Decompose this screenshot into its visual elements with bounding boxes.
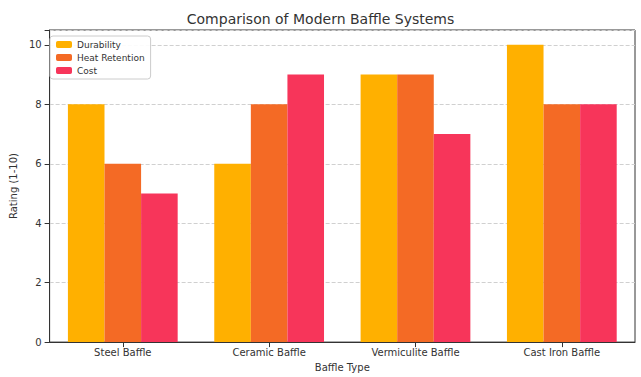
svg-text:Rating (1-10): Rating (1-10) bbox=[8, 153, 19, 219]
svg-text:Comparison of Modern Baffle Sy: Comparison of Modern Baffle Systems bbox=[187, 11, 454, 27]
svg-text:Vermiculite Baffle: Vermiculite Baffle bbox=[371, 347, 459, 358]
svg-text:4: 4 bbox=[35, 218, 41, 229]
svg-text:Heat Retention: Heat Retention bbox=[77, 53, 145, 63]
svg-text:Steel Baffle: Steel Baffle bbox=[94, 347, 151, 358]
svg-text:2: 2 bbox=[35, 277, 41, 288]
svg-text:6: 6 bbox=[35, 158, 41, 169]
svg-text:0: 0 bbox=[35, 337, 41, 348]
svg-text:Cost: Cost bbox=[77, 66, 97, 76]
svg-text:10: 10 bbox=[29, 39, 42, 50]
svg-text:Cast Iron Baffle: Cast Iron Baffle bbox=[523, 347, 600, 358]
svg-text:Durability: Durability bbox=[77, 40, 122, 50]
svg-text:Ceramic Baffle: Ceramic Baffle bbox=[232, 347, 305, 358]
svg-text:Baffle Type: Baffle Type bbox=[315, 362, 370, 373]
svg-text:8: 8 bbox=[35, 99, 41, 110]
